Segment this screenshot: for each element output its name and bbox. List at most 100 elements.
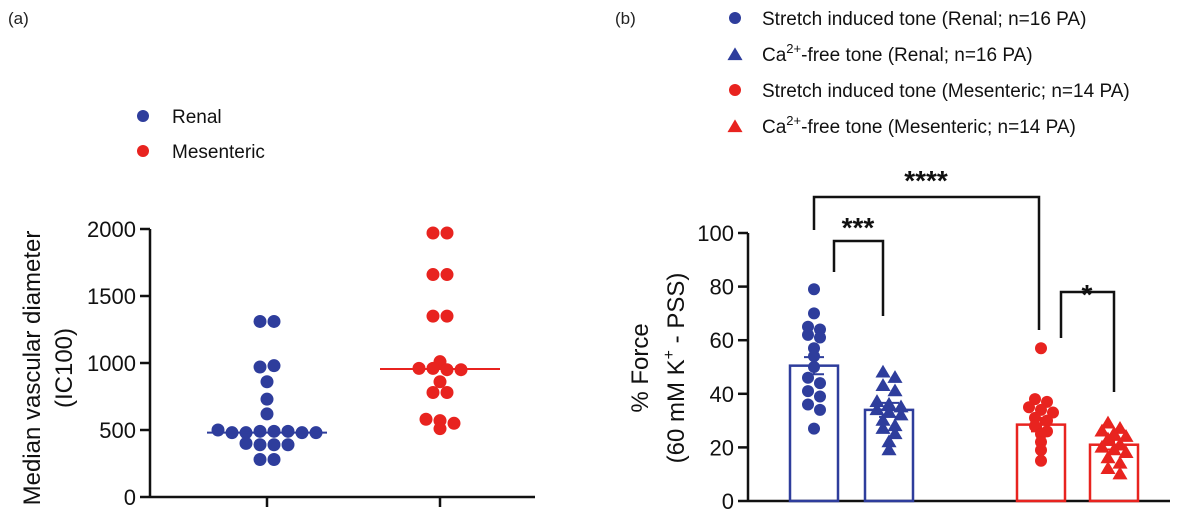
legend-marker-renal	[137, 110, 149, 122]
legend-text: Stretch induced tone (Mesenteric; n=14 P…	[762, 81, 1130, 102]
y-axis-label-line2: (60 mM K+ - PSS)	[661, 273, 690, 464]
legend-marker-triangle	[727, 47, 743, 61]
y-tick-label: 80	[710, 275, 734, 300]
panel-a-median-diameter-scatter: (a) Renal Mesenteric 0 500 1000 1500 2000 Median…	[8, 9, 535, 510]
data-point	[875, 420, 891, 434]
data-point-mesenteric	[426, 268, 440, 282]
y-axis-label-line1: % Force	[627, 323, 654, 412]
data-point	[875, 378, 891, 391]
data-point	[1112, 455, 1128, 469]
data-point	[814, 377, 826, 390]
data-point	[1023, 401, 1035, 414]
data-point-renal	[260, 407, 274, 421]
data-point-renal	[253, 452, 267, 466]
data-point-renal	[239, 436, 253, 450]
data-point	[814, 331, 826, 344]
data-point-mesenteric	[433, 422, 447, 436]
legend-entry-3: Ca2+-free tone (Mesenteric; n=14 PA)	[762, 113, 1076, 138]
significance-bracket	[1059, 290, 1116, 392]
data-point	[802, 328, 814, 341]
legend-entry-2: Stretch induced tone (Mesenteric; n=14 P…	[762, 81, 1130, 102]
data-point-renal	[267, 359, 281, 373]
data-point-mesenteric	[440, 268, 454, 282]
data-point-renal	[281, 438, 295, 452]
data-point	[1118, 445, 1134, 458]
legend-marker-triangle	[727, 119, 743, 133]
data-point	[1100, 450, 1116, 464]
y-tick-label: 100	[697, 221, 734, 246]
data-point	[1100, 415, 1116, 429]
legend-label-renal: Renal	[172, 107, 222, 128]
data-point	[881, 442, 897, 456]
legend-text: Ca	[762, 117, 787, 138]
data-point-renal	[253, 360, 267, 374]
data-point-mesenteric	[426, 385, 440, 399]
panel-b-label: (b)	[615, 9, 636, 28]
data-point	[887, 418, 903, 432]
data-point	[808, 307, 820, 320]
y-axis-label-line2: (IC100)	[51, 328, 78, 408]
data-point	[808, 350, 820, 363]
data-point	[808, 283, 820, 296]
data-point-renal	[253, 438, 267, 452]
data-point-renal	[267, 424, 281, 438]
y-axis-label-line1: Median vascular diameter	[19, 231, 46, 506]
legend-superscript: 2+	[786, 41, 801, 56]
data-point-renal	[267, 438, 281, 452]
data-point	[814, 390, 826, 403]
data-point	[802, 371, 814, 384]
data-point	[881, 434, 897, 448]
data-point	[875, 364, 891, 378]
data-point	[1035, 454, 1047, 467]
data-point	[1100, 461, 1116, 475]
data-point-renal	[253, 314, 267, 328]
data-point-renal	[211, 423, 225, 437]
y-tick-label: 2000	[87, 217, 136, 242]
data-point	[887, 426, 903, 440]
data-point-renal	[253, 424, 267, 438]
legend-text: -free tone (Mesenteric; n=14 PA)	[801, 117, 1076, 138]
panel-b-force-bar-chart: (b) Stretch induced tone (Renal; n=16 PA)…	[615, 9, 1170, 514]
significance-label: ***	[842, 212, 875, 243]
legend-label-mesenteric: Mesenteric	[172, 142, 265, 163]
data-point-mesenteric	[440, 309, 454, 323]
data-point-mesenteric	[440, 385, 454, 399]
y-axis-label-part: (60 mM K	[663, 359, 690, 463]
legend-superscript: 2+	[786, 113, 801, 128]
y-axis-label-superscript: +	[661, 350, 678, 359]
legend-marker-circle	[729, 12, 741, 24]
significance-bracket	[812, 195, 1041, 330]
data-point	[808, 422, 820, 435]
y-tick-label: 1500	[87, 284, 136, 309]
data-point	[1094, 439, 1110, 453]
data-point	[869, 394, 885, 408]
legend-text: Ca	[762, 45, 787, 66]
data-point	[1112, 466, 1128, 480]
data-point	[1094, 423, 1110, 437]
data-point	[887, 383, 903, 397]
data-point	[1106, 442, 1122, 456]
legend-marker-mesenteric	[137, 145, 149, 157]
legend-entry-1: Ca2+-free tone (Renal; n=16 PA)	[762, 41, 1033, 66]
legend-entry-0: Stretch induced tone (Renal; n=16 PA)	[762, 9, 1086, 30]
data-point-mesenteric	[426, 309, 440, 323]
data-point	[1041, 414, 1053, 427]
data-point	[893, 407, 909, 421]
y-tick-label: 0	[722, 489, 734, 514]
legend-text: -free tone (Renal; n=16 PA)	[801, 45, 1032, 66]
data-point	[814, 403, 826, 416]
data-point-mesenteric	[440, 226, 454, 240]
data-point-renal	[281, 424, 295, 438]
data-point	[887, 370, 903, 383]
data-point	[1035, 342, 1047, 355]
data-point-mesenteric	[433, 375, 447, 389]
data-point	[893, 399, 909, 413]
y-tick-label: 20	[710, 435, 734, 460]
significance-bracket	[832, 239, 885, 316]
data-point-renal	[267, 314, 281, 328]
significance-label: *	[1082, 279, 1093, 310]
data-point	[881, 404, 897, 418]
data-point	[802, 385, 814, 398]
data-point-renal	[267, 452, 281, 466]
